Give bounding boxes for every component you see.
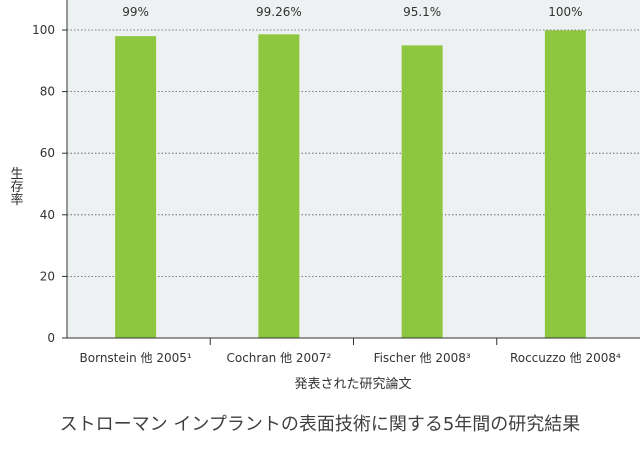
y-axis-label: 生存率 [8,167,24,206]
plot-area [67,0,640,338]
gridlines [67,29,640,277]
chart-caption: ストローマン インプラントの表面技術に関する5年間の研究結果 [59,414,581,435]
x-tick-labels: Bornstein 他 2005¹ Cochran 他 2007² Fischer … [80,338,621,365]
x-tick-label: Bornstein 他 2005¹ [80,351,192,365]
x-tick-label: Fischer 他 2008³ [374,351,471,365]
bar [258,34,300,338]
y-tick-label: 20 [40,269,55,283]
y-tick-labels: 0 20 40 60 80 100 [32,23,67,345]
bar [115,36,157,338]
bar [544,30,586,338]
data-label: 95.1% [403,5,441,19]
data-labels: 99% 99.26% 95.1% 100% [122,5,582,19]
data-label: 99% [122,5,149,19]
bars [115,30,586,339]
y-tick-label: 0 [47,331,55,345]
y-tick-label: 40 [40,208,55,222]
y-tick-label: 60 [40,146,55,160]
data-label: 99.26% [256,5,302,19]
y-tick-label: 100 [32,23,55,37]
y-tick-label: 80 [40,85,55,99]
data-label: 100% [548,5,582,19]
bar [401,45,443,339]
x-axis-label: 発表された研究論文 [294,376,411,392]
x-tick-label: Cochran 他 2007² [226,351,331,365]
x-tick-label: Roccuzzo 他 2008⁴ [510,351,621,365]
